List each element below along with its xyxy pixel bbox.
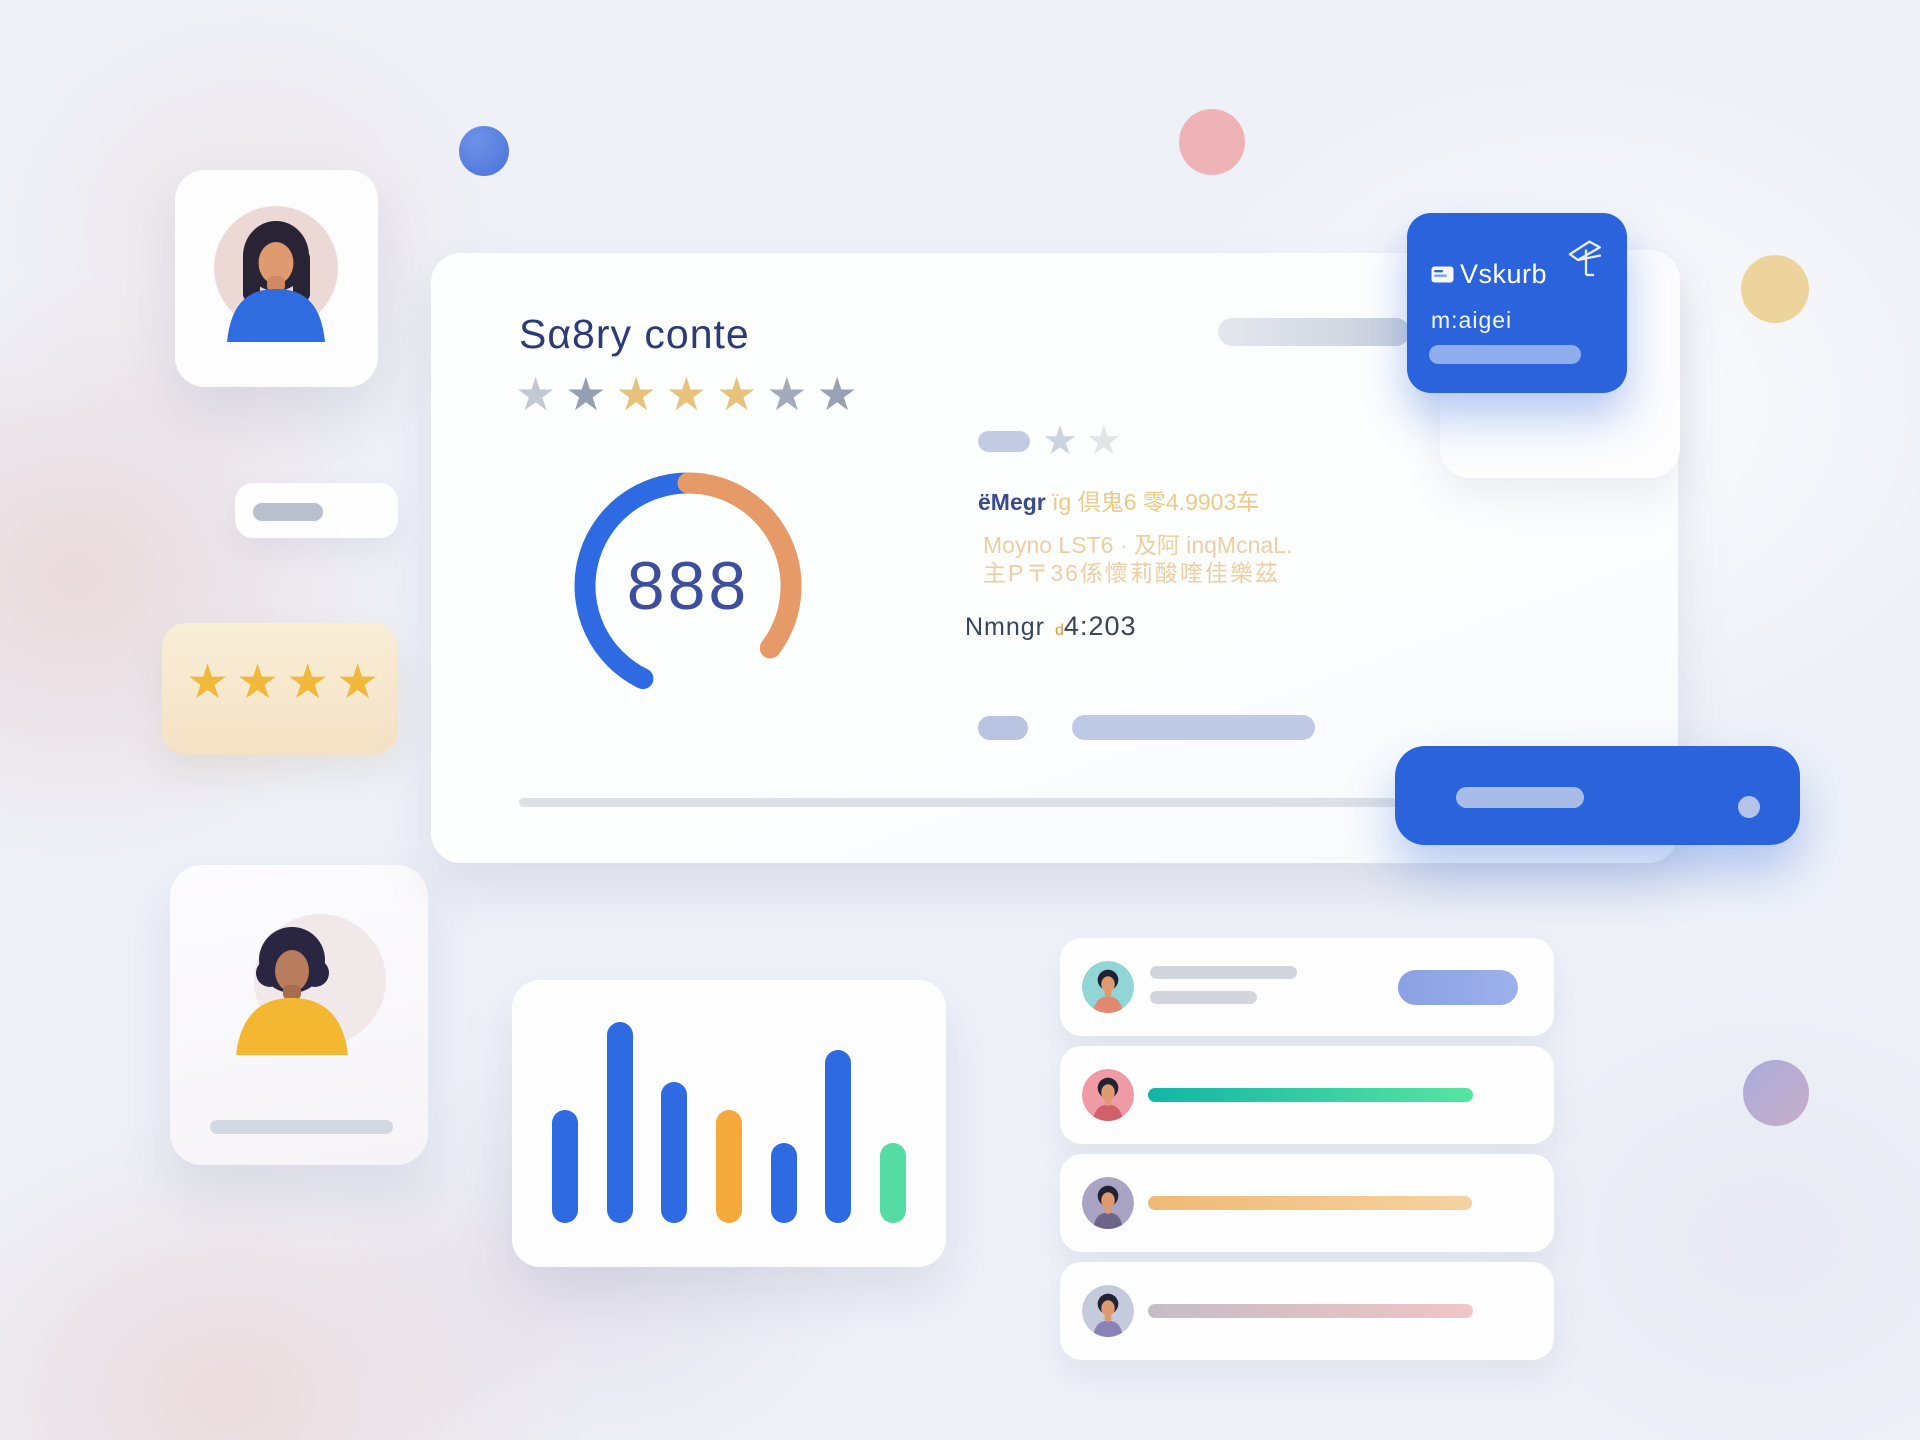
skeleton-pill (1072, 715, 1315, 740)
review-body-text: Moyno LST6 · 及阿 inqMcnaL. 主P〒36係懷莉酸喹佳樂茲 (983, 531, 1292, 587)
review-meta: Nmngr d4:203 (965, 611, 1137, 642)
star-icon[interactable]: ★ (515, 368, 557, 420)
score-gauge: 888 (573, 471, 803, 701)
profile-card[interactable] (170, 865, 428, 1165)
chart-bar (606, 1022, 633, 1223)
skeleton-chip-card (235, 483, 398, 538)
skeleton-pill (1218, 318, 1410, 346)
activity-list (1060, 938, 1554, 1370)
meta-accent: d (1055, 622, 1064, 639)
star-icon[interactable]: ★ (716, 368, 758, 420)
star-icon[interactable]: ★ (816, 368, 858, 420)
primary-action-bar[interactable] (1395, 746, 1800, 845)
yellow-dot (1741, 255, 1809, 323)
star-icon[interactable]: ★ (766, 368, 808, 420)
bar-chart-card (512, 980, 946, 1267)
person-illustration-blue-shirt (214, 206, 338, 342)
promo-subtitle: m:aigei (1431, 307, 1513, 333)
avatar (1082, 1285, 1134, 1337)
skeleton-line (1150, 966, 1297, 979)
bar-chart (552, 1018, 906, 1223)
flag-icon (1568, 240, 1602, 277)
skeleton-pill (1429, 345, 1581, 364)
pink-dot (1179, 109, 1245, 175)
star-icon[interactable]: ★ (615, 368, 657, 420)
skeleton-line (210, 1120, 393, 1134)
meta-label: Nmngr (965, 613, 1046, 641)
avatar (1082, 961, 1134, 1013)
promo-card[interactable]: Vskurb m:aigei (1407, 213, 1627, 393)
page-title: Sα8ry conte (519, 311, 750, 357)
mini-stars: ★ ★ (1042, 421, 1122, 461)
skeleton-lines (1150, 966, 1297, 1016)
chart-bar (552, 1110, 578, 1223)
purple-dot (1743, 1060, 1809, 1126)
chart-bar (770, 1143, 797, 1223)
list-item[interactable] (1060, 1154, 1554, 1252)
star-icon: ★ (1085, 419, 1122, 463)
rating-card[interactable]: ★ ★ ★ ★ (162, 623, 398, 755)
list-item[interactable] (1060, 938, 1554, 1036)
skeleton-pill (253, 503, 323, 521)
review-line: Moyno LST6 · 及阿 inqMcnaL. (983, 532, 1293, 558)
star-icon: ★ (186, 656, 230, 709)
chart-bar (825, 1050, 852, 1223)
progress-bar (1148, 1088, 1473, 1102)
action-indicator-dot (1738, 796, 1760, 818)
list-item[interactable] (1060, 1262, 1554, 1360)
rating-stars: ★ ★ ★ ★ (186, 659, 379, 707)
mini-rating-row: ★ ★ (978, 421, 1122, 461)
progress-bar (1148, 1196, 1472, 1210)
star-icon: ★ (336, 656, 380, 709)
progress-bar (1148, 1304, 1473, 1318)
review-lead-line: ëMegr ïg 倶鬼6 零4.9903车 (978, 483, 1259, 517)
skeleton-pill (978, 715, 1028, 740)
person-illustration-yellow-shirt (236, 914, 386, 1055)
rating-star-row: ★ ★ ★ ★ ★ ★ ★ (515, 371, 858, 417)
star-icon: ★ (286, 656, 330, 709)
brand-name: Vskurb (1460, 259, 1548, 289)
action-label-placeholder (1456, 787, 1584, 808)
avatar (1082, 1177, 1134, 1229)
star-icon[interactable]: ★ (665, 368, 707, 420)
chart-bar (715, 1110, 742, 1223)
gauge-value: 888 (626, 548, 750, 624)
skeleton-line (1150, 991, 1257, 1004)
star-icon: ★ (236, 656, 280, 709)
star-icon[interactable]: ★ (565, 368, 607, 420)
list-item[interactable] (1060, 1046, 1554, 1144)
chart-bar (879, 1143, 906, 1223)
divider (519, 798, 1628, 807)
review-lead-faint: ïg 倶鬼6 零4.9903车 (1045, 489, 1260, 515)
blue-dot (459, 126, 509, 176)
brand-row: Vskurb (1431, 259, 1547, 290)
gauge-arcs (574, 472, 802, 690)
profile-card[interactable] (175, 170, 378, 387)
avatar (1082, 1069, 1134, 1121)
chart-bar (661, 1082, 688, 1223)
review-line: 主P〒36係懷莉酸喹佳樂茲 (983, 560, 1280, 586)
row-action-button[interactable] (1398, 970, 1518, 1005)
review-author: ëMegr (978, 489, 1046, 515)
star-icon: ★ (1042, 419, 1078, 463)
card-logo-icon (1431, 266, 1454, 283)
skeleton-row (978, 715, 1315, 740)
skeleton-pill (978, 430, 1030, 452)
meta-value: 4:203 (1063, 611, 1137, 641)
